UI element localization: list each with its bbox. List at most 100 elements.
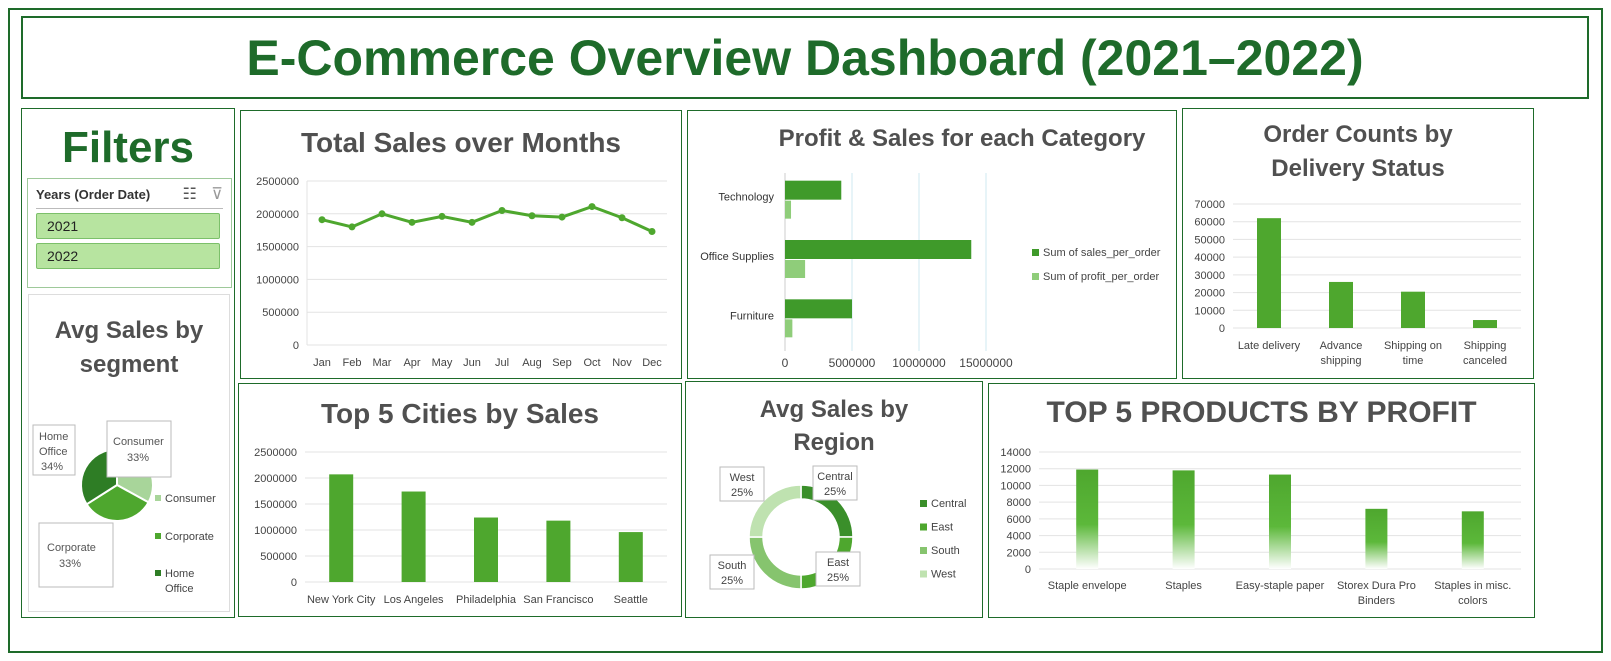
monthly-sales-line-chart: 2500000 2000000 1500000 1000000 500000 0 Jan Fe… — [256, 176, 667, 369]
cities-ytick: 500000 — [260, 551, 297, 563]
segment-legend-consumer: Consumer — [165, 493, 216, 505]
region-panel: Avg Sales by Region Central 25% East 25% Sou… — [685, 381, 983, 618]
products-bar-storex-dura-pro-binders — [1365, 508, 1388, 569]
delivery-ytick: 30000 — [1194, 270, 1225, 282]
products-ytick: 0 — [1025, 564, 1031, 576]
category-bar-furniture-sales — [785, 299, 852, 319]
monthly-sales-ytick: 0 — [293, 340, 299, 352]
delivery-ytick: 0 — [1219, 323, 1225, 335]
region-callout-south: South — [718, 560, 747, 572]
delivery-panel: Order Counts by Delivery Status 70000 600… — [1182, 108, 1534, 379]
region-legend-swatch-south — [920, 547, 927, 554]
monthly-sales-xtick-mar: Mar — [373, 357, 392, 369]
cities-ytick: 2500000 — [254, 447, 297, 459]
products-ytick: 12000 — [1000, 464, 1031, 476]
cities-bar-chart: 2500000 2000000 1500000 1000000 500000 0 New Y… — [254, 447, 667, 606]
clear-filter-icon[interactable]: ⊽ — [211, 186, 223, 203]
multi-select-icon[interactable]: ☷ — [182, 186, 197, 203]
segment-legend-corporate: Corporate — [165, 531, 214, 543]
region-callout-box-south — [709, 554, 755, 590]
segment-callout-consumer: Consumer 33% — [106, 420, 172, 478]
delivery-xtick-advance-shipping: shipping — [1321, 355, 1362, 367]
monthly-sales-xtick-aug: Aug — [522, 357, 542, 369]
category-label-technology: Technology — [718, 192, 774, 204]
monthly-sales-ytick: 1000000 — [256, 274, 299, 286]
dashboard-title-box: E-Commerce Overview Dashboard (2021–2022… — [21, 16, 1589, 99]
delivery-bar-late-delivery — [1257, 218, 1281, 328]
region-legend-east: East — [931, 522, 953, 534]
products-bar-easy-staple-paper — [1269, 474, 1291, 569]
cities-xtick-san-francisco: San Francisco — [523, 594, 593, 606]
segment-callout-corporate-pct: 33% — [59, 558, 81, 570]
delivery-xtick-shipping-on-time: time — [1403, 355, 1424, 367]
segment-title-line1: Avg Sales by — [54, 317, 204, 344]
segment-callout-corporate-line1: Corporate — [47, 542, 96, 554]
monthly-sales-xtick-jul: Jul — [495, 357, 509, 369]
products-bar-staples-in-misc-colors — [1461, 511, 1484, 569]
category-label-office-supplies: Office Supplies — [700, 251, 774, 263]
cities-title: Top 5 Cities by Sales — [320, 398, 600, 429]
years-slicer[interactable]: Years (Order Date) ☷ ⊽ 2021 2022 — [27, 178, 232, 288]
region-callout-box-west — [719, 466, 765, 502]
products-xtick-easy-staple-paper: Easy-staple paper — [1236, 580, 1325, 592]
region-doughnut-chart: Central 25% East 25% South 25% West 25% Central E… — [709, 465, 966, 590]
products-bar-staple-envelope — [1076, 469, 1099, 569]
products-xtick-storex-dura-pro-binders: Binders — [1358, 595, 1396, 607]
monthly-sales-point-nov — [618, 214, 626, 222]
region-legend-swatch-east — [920, 523, 927, 531]
delivery-bar-shipping-on-time — [1401, 291, 1425, 328]
dashboard-title: E-Commerce Overview Dashboard (2021–2022… — [246, 29, 1364, 86]
delivery-ytick: 10000 — [1194, 305, 1225, 317]
products-xtick-staple-envelope: Staple envelope — [1048, 580, 1127, 592]
delivery-bar-chart: 70000 60000 50000 40000 30000 20000 10000 0 Late… — [1194, 199, 1521, 367]
segment-callout-homeoffice-pct: 34% — [41, 461, 63, 473]
monthly-sales-ytick: 2000000 — [256, 209, 299, 221]
region-callout-pct-west: 25% — [731, 487, 753, 499]
region-callout-west: West — [730, 472, 755, 484]
slicer-divider — [36, 208, 223, 209]
slicer-header: Years (Order Date) — [36, 187, 151, 202]
segment-legend-homeoffice-line2: Office — [165, 583, 194, 595]
cities-bar-los-angeles — [401, 491, 426, 582]
segment-callout-consumer-pct: 33% — [127, 452, 149, 464]
delivery-ytick: 20000 — [1194, 288, 1225, 300]
monthly-sales-xtick-apr: Apr — [403, 357, 420, 369]
monthly-sales-point-oct — [588, 203, 596, 211]
delivery-xtick-shipping-canceled: canceled — [1463, 355, 1507, 367]
region-callout-pct-central: 25% — [824, 486, 846, 498]
region-legend-central: Central — [931, 498, 966, 510]
delivery-ytick: 70000 — [1194, 199, 1225, 211]
category-bar-office-supplies-sales — [785, 240, 972, 259]
cities-ytick: 0 — [291, 577, 297, 589]
products-ytick: 6000 — [1007, 514, 1031, 526]
segment-pie-chart: Home Office 34% Consumer 33% Corporate 3… — [32, 420, 216, 595]
monthly-sales-point-dec — [648, 228, 656, 236]
cities-ytick: 1500000 — [254, 499, 297, 511]
monthly-sales-line — [321, 204, 653, 233]
delivery-title-line1: Order Counts by — [1263, 121, 1453, 148]
category-title: Profit & Sales for each Category — [778, 125, 1146, 152]
category-label-furniture: Furniture — [730, 310, 774, 322]
monthly-sales-xtick-feb: Feb — [343, 357, 362, 369]
cities-bar-philadelphia — [474, 517, 498, 582]
region-title-line1: Avg Sales by — [759, 396, 909, 423]
category-bar-office-supplies-profit — [785, 260, 806, 278]
region-slice-west — [748, 484, 802, 538]
monthly-sales-point-mar — [378, 210, 386, 218]
segment-legend: Consumer Corporate Home Office — [155, 493, 216, 595]
filters-title: Filters — [61, 123, 195, 172]
products-panel: TOP 5 PRODUCTS BY PROFIT 14000 12000 10000… — [988, 383, 1535, 618]
delivery-title-line2: Delivery Status — [1271, 155, 1445, 182]
monthly-sales-xtick-sep: Sep — [552, 357, 572, 369]
products-xtick-storex-dura-pro-binders: Storex Dura Pro — [1337, 580, 1416, 592]
cities-xtick-seattle: Seattle — [614, 594, 648, 606]
category-xtick: 0 — [782, 356, 789, 370]
products-xtick-staples: Staples — [1165, 580, 1202, 592]
slicer-option-2021[interactable]: 2021 — [36, 213, 220, 239]
cities-ytick: 1000000 — [254, 525, 297, 537]
delivery-ytick: 40000 — [1194, 252, 1225, 264]
monthly-sales-panel: Total Sales over Months 2500000 2000000 15… — [240, 110, 682, 379]
segment-panel: Avg Sales by segment Home Office 34% Con… — [28, 294, 230, 612]
slicer-option-2022[interactable]: 2022 — [36, 243, 220, 269]
cities-bar-san-francisco — [546, 520, 571, 582]
